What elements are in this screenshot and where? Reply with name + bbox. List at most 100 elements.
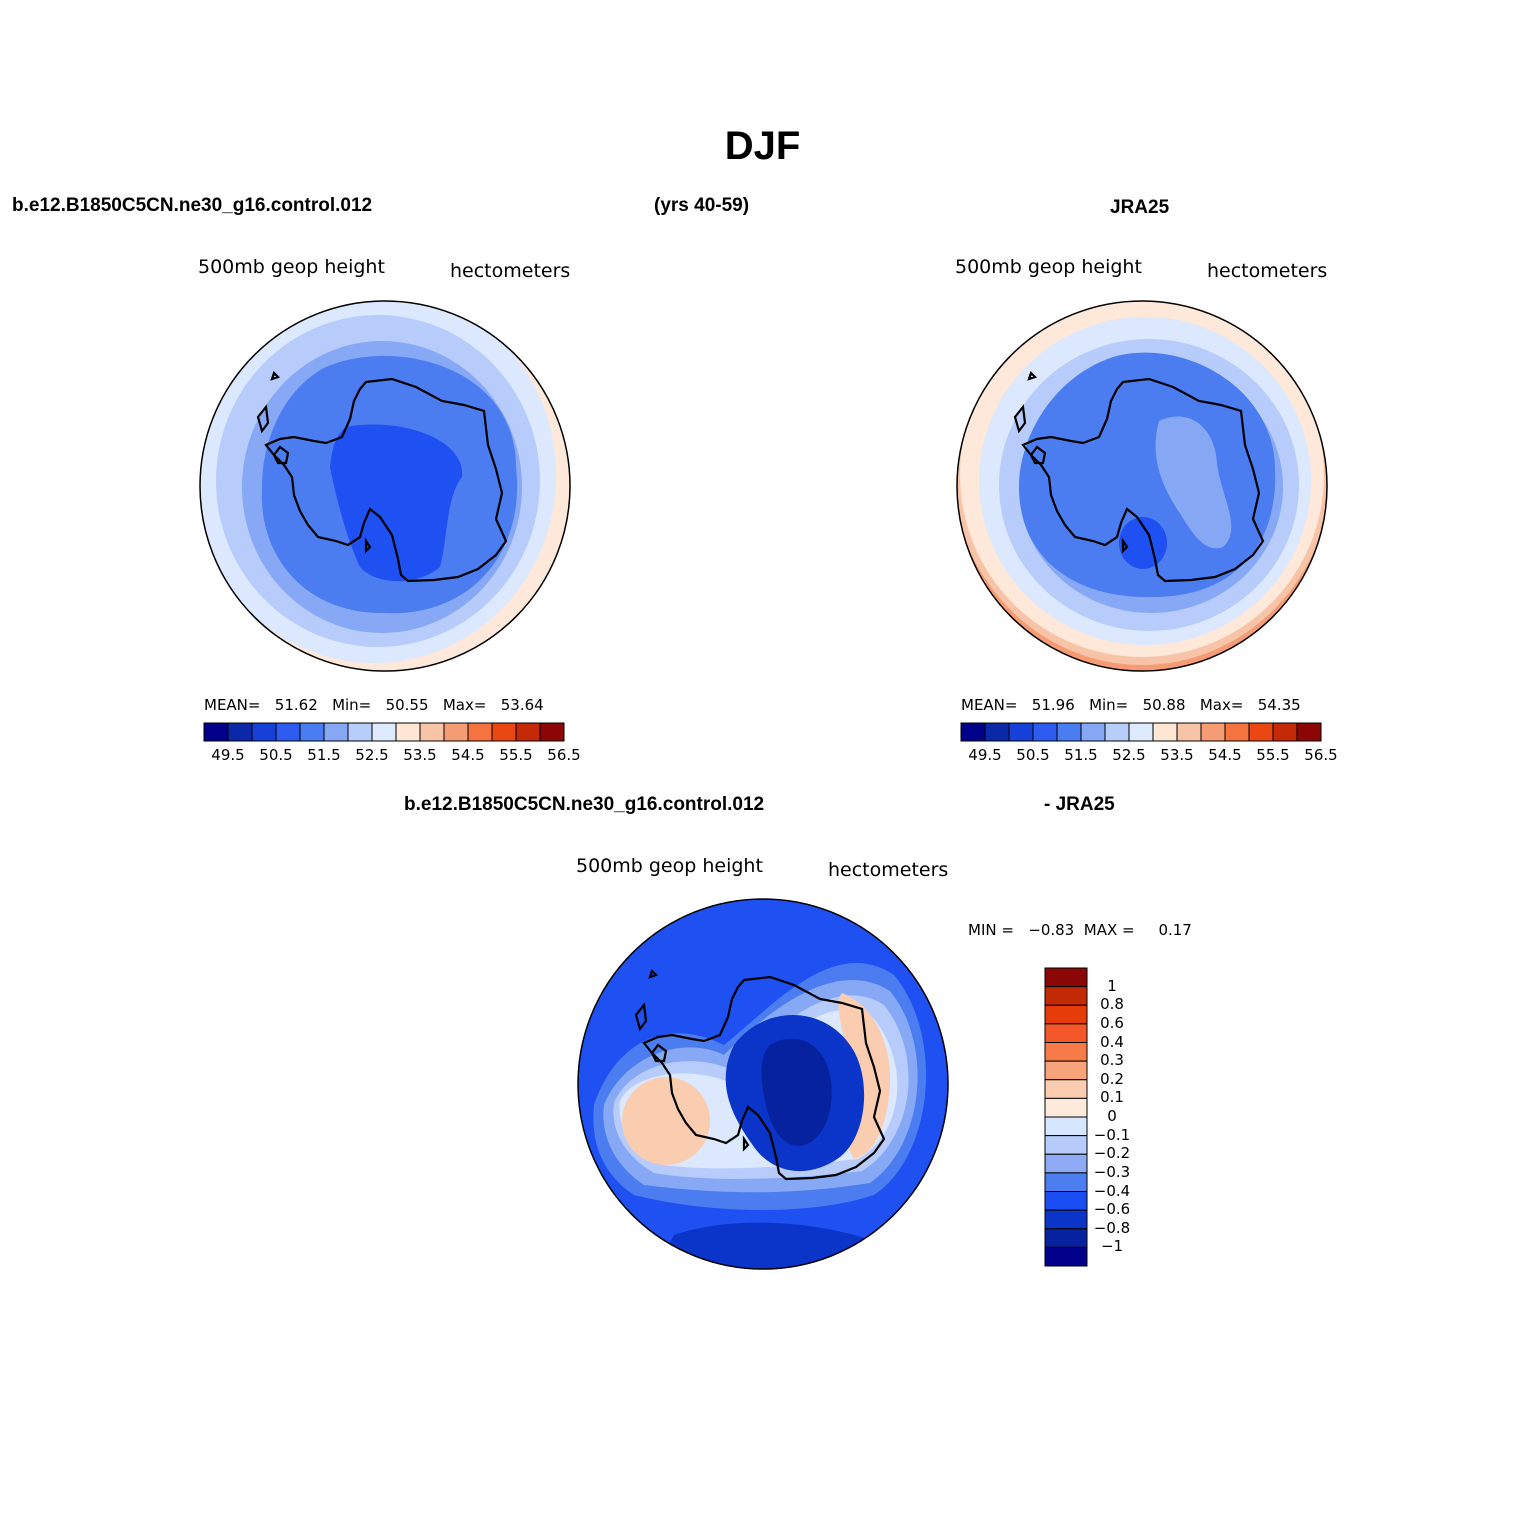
diff-units: hectometers: [828, 859, 949, 881]
panel1-stats: MEAN= 51.62 Min= 50.55 Max= 53.64: [204, 696, 544, 714]
panel2-colorbar-tick-label: 49.5: [968, 746, 1002, 764]
panel1-colorbar-swatch: [299, 722, 325, 742]
panel2-colorbar-swatch: [1248, 722, 1274, 742]
panel1-colorbar-tick-label: 53.5: [403, 746, 437, 764]
diff-colorbar-tick-label: 0.2: [1100, 1069, 1124, 1088]
panel2-colorbar-tick-label: 56.5: [1304, 746, 1338, 764]
panel1-colorbar-swatch: [227, 722, 253, 742]
diff-colorbar-swatch: [1044, 1209, 1088, 1230]
panel1-colorbar-swatch: [371, 722, 397, 742]
diff-colorbar-tick-label: −0.6: [1093, 1200, 1131, 1219]
panel2-mean-value: 51.96: [1031, 696, 1075, 714]
panel1-contour-field: [200, 301, 570, 671]
panel1-colorbar-swatch: [395, 722, 421, 742]
panel2-colorbar-tick-label: 52.5: [1112, 746, 1146, 764]
panel2-colorbar: [960, 722, 1322, 742]
panel1-min-label: Min=: [332, 696, 372, 714]
panel2-map-border: [956, 300, 1328, 672]
panel1-units: hectometers: [450, 260, 571, 282]
diff-stats: MIN = −0.83 MAX = 0.17: [968, 921, 1192, 939]
panel1-colorbar-tick-label: 55.5: [499, 746, 533, 764]
diff-max-label: MAX =: [1083, 921, 1135, 939]
diff-variable: 500mb geop height: [576, 855, 763, 877]
panel2-colorbar-swatch: [984, 722, 1010, 742]
diff-colorbar-tick-label: −1: [1100, 1237, 1124, 1256]
panel2-colorbar-tick-label: 53.5: [1160, 746, 1194, 764]
diff-colorbar-ticks: 1 0.8 0.6 0.4 0.3 0.2 0.1 0 −0.1 −0.2 −0.3 −0.4 −0.6…: [1092, 967, 1152, 1267]
panel1-colorbar-swatch: [491, 722, 517, 742]
panel1-variable: 500mb geop height: [198, 256, 385, 278]
panel2-variable: 500mb geop height: [955, 256, 1142, 278]
panel1-colorbar-swatch: [347, 722, 373, 742]
panel1-max-label: Max=: [442, 696, 487, 714]
panel2-stats: MEAN= 51.96 Min= 50.88 Max= 54.35: [961, 696, 1301, 714]
panel1-colorbar-tick-label: 51.5: [307, 746, 341, 764]
diff-colorbar-swatch: [1044, 967, 1088, 988]
panel2-max-label: Max=: [1199, 696, 1244, 714]
panel2-colorbar-swatch: [1080, 722, 1106, 742]
panel2-colorbar-ticks: 49.5 50.5 51.5 52.5 53.5 54.5 55.5 56.5: [960, 746, 1337, 766]
panel1-max-value: 53.64: [500, 696, 544, 714]
diff-field-band: [761, 1038, 832, 1146]
panel2-colorbar-tick-label: 54.5: [1208, 746, 1242, 764]
diff-field-band: [622, 1077, 710, 1165]
diff-colorbar-swatch: [1044, 1153, 1088, 1174]
diff-colorbar-swatch: [1044, 1172, 1088, 1192]
diff-colorbar-swatch: [1044, 1246, 1088, 1267]
panel2-antarctica-coastline: [1013, 370, 1265, 583]
diff-colorbar-swatch: [1044, 1097, 1088, 1118]
panel1-colorbar-tick-label: 56.5: [547, 746, 581, 764]
diff-min-value: −0.83: [1028, 921, 1075, 939]
diff-colorbar-tick-label: 0: [1107, 1107, 1117, 1125]
diff-colorbar-tick-label: 0.1: [1100, 1088, 1124, 1107]
diff-colorbar-swatch: [1044, 986, 1088, 1006]
panel1-colorbar-tick-label: 52.5: [355, 746, 389, 764]
diff-colorbar-tick-label: −0.4: [1093, 1181, 1131, 1200]
panel1-colorbar-swatch: [419, 722, 445, 742]
panel2-colorbar-swatch: [1224, 722, 1250, 742]
panel2-colorbar-swatch: [1056, 722, 1082, 742]
panel1-field-band: [330, 424, 463, 582]
panel1-mean-value: 51.62: [274, 696, 318, 714]
diff-colorbar-swatch: [1044, 1060, 1088, 1081]
panel1-min-value: 50.55: [385, 696, 429, 714]
panel1-polar-map: [199, 300, 571, 672]
panel2-units: hectometers: [1207, 260, 1328, 282]
panel2-colorbar-tick-label: 50.5: [1016, 746, 1050, 764]
panel2-colorbar-swatch: [960, 722, 986, 742]
diff-min-label: MIN =: [968, 921, 1014, 939]
panel1-colorbar-tick-label: 54.5: [451, 746, 485, 764]
diff-colorbar-swatch: [1044, 1228, 1088, 1248]
panel2-polar-map: [956, 300, 1328, 672]
diff-colorbar-tick-label: −0.3: [1093, 1162, 1131, 1181]
panel1-colorbar-tick-label: 50.5: [259, 746, 293, 764]
diff-contour-field: [578, 899, 948, 1269]
panel2-colorbar-swatch: [1104, 722, 1130, 742]
diff-colorbar-tick-label: −0.2: [1093, 1144, 1131, 1163]
case-name-header: b.e12.B1850C5CN.ne30_g16.control.012: [12, 195, 373, 216]
panel2-colorbar-swatch: [1128, 722, 1154, 742]
panel1-colorbar-swatch: [539, 722, 565, 742]
diff-colorbar: [1044, 967, 1088, 1267]
panel1-colorbar-swatch: [203, 722, 229, 742]
diff-map-border: [577, 898, 949, 1270]
panel2-colorbar-swatch: [1296, 722, 1322, 742]
panel2-colorbar-swatch: [1008, 722, 1034, 742]
diff-colorbar-tick-label: −0.1: [1093, 1125, 1131, 1144]
panel1-colorbar-swatch: [515, 722, 541, 742]
panel2-colorbar-tick-label: 51.5: [1064, 746, 1098, 764]
panel1-colorbar-swatch: [467, 722, 493, 742]
panel1-colorbar-ticks: 49.5 50.5 51.5 52.5 53.5 54.5 55.5 56.5: [203, 746, 580, 766]
panel2-contour-field: [957, 301, 1327, 671]
panel1-antarctica-coastline: [256, 370, 508, 583]
diff-colorbar-swatch: [1044, 1023, 1088, 1043]
panel1-colorbar-swatch: [443, 722, 469, 742]
diff-colorbar-tick-label: 0.4: [1100, 1032, 1124, 1051]
panel1-map-border: [199, 300, 571, 672]
panel2-colorbar-swatch: [1200, 722, 1226, 742]
panel1-colorbar-swatch: [323, 722, 349, 742]
diff-colorbar-swatch: [1044, 1135, 1088, 1155]
diff-colorbar-tick-label: 0.8: [1100, 995, 1124, 1014]
panel1-colorbar-swatch: [251, 722, 277, 742]
panel1-colorbar-tick-label: 49.5: [211, 746, 245, 764]
